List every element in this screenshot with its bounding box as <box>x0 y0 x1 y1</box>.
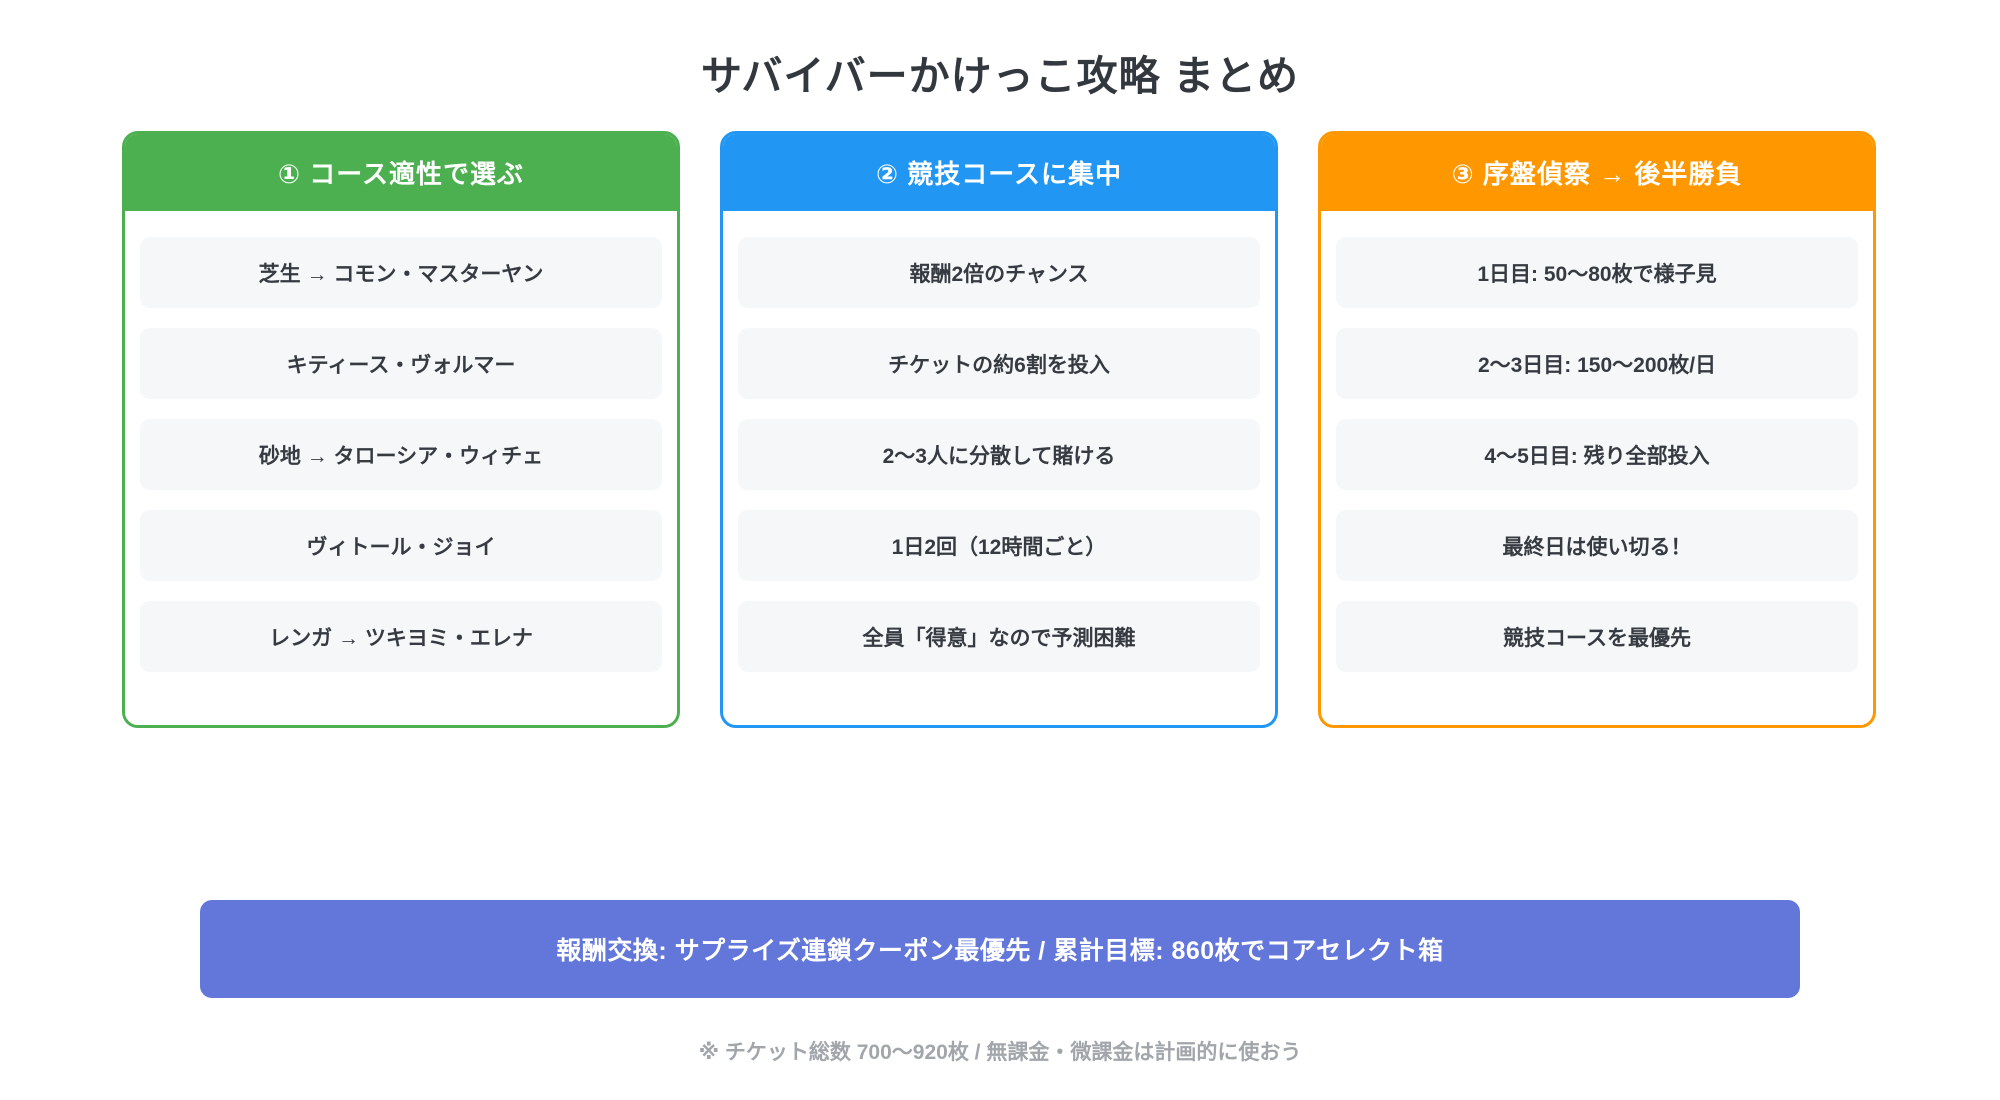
list-item: 芝生 → コモン・マスターヤン <box>140 237 662 308</box>
list-item: 最終日は使い切る！ <box>1336 510 1858 581</box>
page-title: サバイバーかけっこ攻略 まとめ <box>701 53 1299 99</box>
card-scouting-schedule-header: ③ 序盤偵察 → 後半勝負 <box>1321 134 1873 211</box>
reward-summary-text: 報酬交換: サプライズ連鎖クーポン最優先 / 累計目標: 860枚でコアセレクト… <box>556 937 1444 965</box>
list-item: ヴィトール・ジョイ <box>140 510 662 581</box>
card-scouting-schedule-body: 1日目: 50〜80枚で様子見 2〜3日目: 150〜200枚/日 4〜5日目:… <box>1321 211 1873 672</box>
card-course-aptitude-title: ① コース適性で選ぶ <box>278 159 524 189</box>
card-course-aptitude: ① コース適性で選ぶ 芝生 → コモン・マスターヤン キティース・ヴォルマー 砂… <box>122 131 680 728</box>
card-competition-course-header: ② 競技コースに集中 <box>723 134 1275 211</box>
footnote: ※ チケット総数 700〜920枚 / 無課金・微課金は計画的に使おう <box>698 1041 1302 1064</box>
list-item: 1日目: 50〜80枚で様子見 <box>1336 237 1858 308</box>
card-competition-course: ② 競技コースに集中 報酬2倍のチャンス チケットの約6割を投入 2〜3人に分散… <box>720 131 1278 728</box>
card-course-aptitude-header: ① コース適性で選ぶ <box>125 134 677 211</box>
list-item: チケットの約6割を投入 <box>738 328 1260 399</box>
strategy-cards-row: ① コース適性で選ぶ 芝生 → コモン・マスターヤン キティース・ヴォルマー 砂… <box>122 131 1876 728</box>
list-item: 1日2回（12時間ごと） <box>738 510 1260 581</box>
card-course-aptitude-body: 芝生 → コモン・マスターヤン キティース・ヴォルマー 砂地 → タローシア・ウ… <box>125 211 677 672</box>
list-item: キティース・ヴォルマー <box>140 328 662 399</box>
list-item: 報酬2倍のチャンス <box>738 237 1260 308</box>
card-scouting-schedule: ③ 序盤偵察 → 後半勝負 1日目: 50〜80枚で様子見 2〜3日目: 150… <box>1318 131 1876 728</box>
list-item: 競技コースを最優先 <box>1336 601 1858 672</box>
list-item: 2〜3日目: 150〜200枚/日 <box>1336 328 1858 399</box>
list-item: 全員「得意」なので予測困難 <box>738 601 1260 672</box>
list-item: 砂地 → タローシア・ウィチェ <box>140 419 662 490</box>
card-scouting-schedule-title: ③ 序盤偵察 → 後半勝負 <box>1451 159 1743 189</box>
list-item: レンガ → ツキヨミ・エレナ <box>140 601 662 672</box>
card-competition-course-title: ② 競技コースに集中 <box>876 159 1122 189</box>
card-competition-course-body: 報酬2倍のチャンス チケットの約6割を投入 2〜3人に分散して賭ける 1日2回（… <box>723 211 1275 672</box>
list-item: 4〜5日目: 残り全部投入 <box>1336 419 1858 490</box>
list-item: 2〜3人に分散して賭ける <box>738 419 1260 490</box>
reward-summary-banner: 報酬交換: サプライズ連鎖クーポン最優先 / 累計目標: 860枚でコアセレクト… <box>200 900 1800 998</box>
